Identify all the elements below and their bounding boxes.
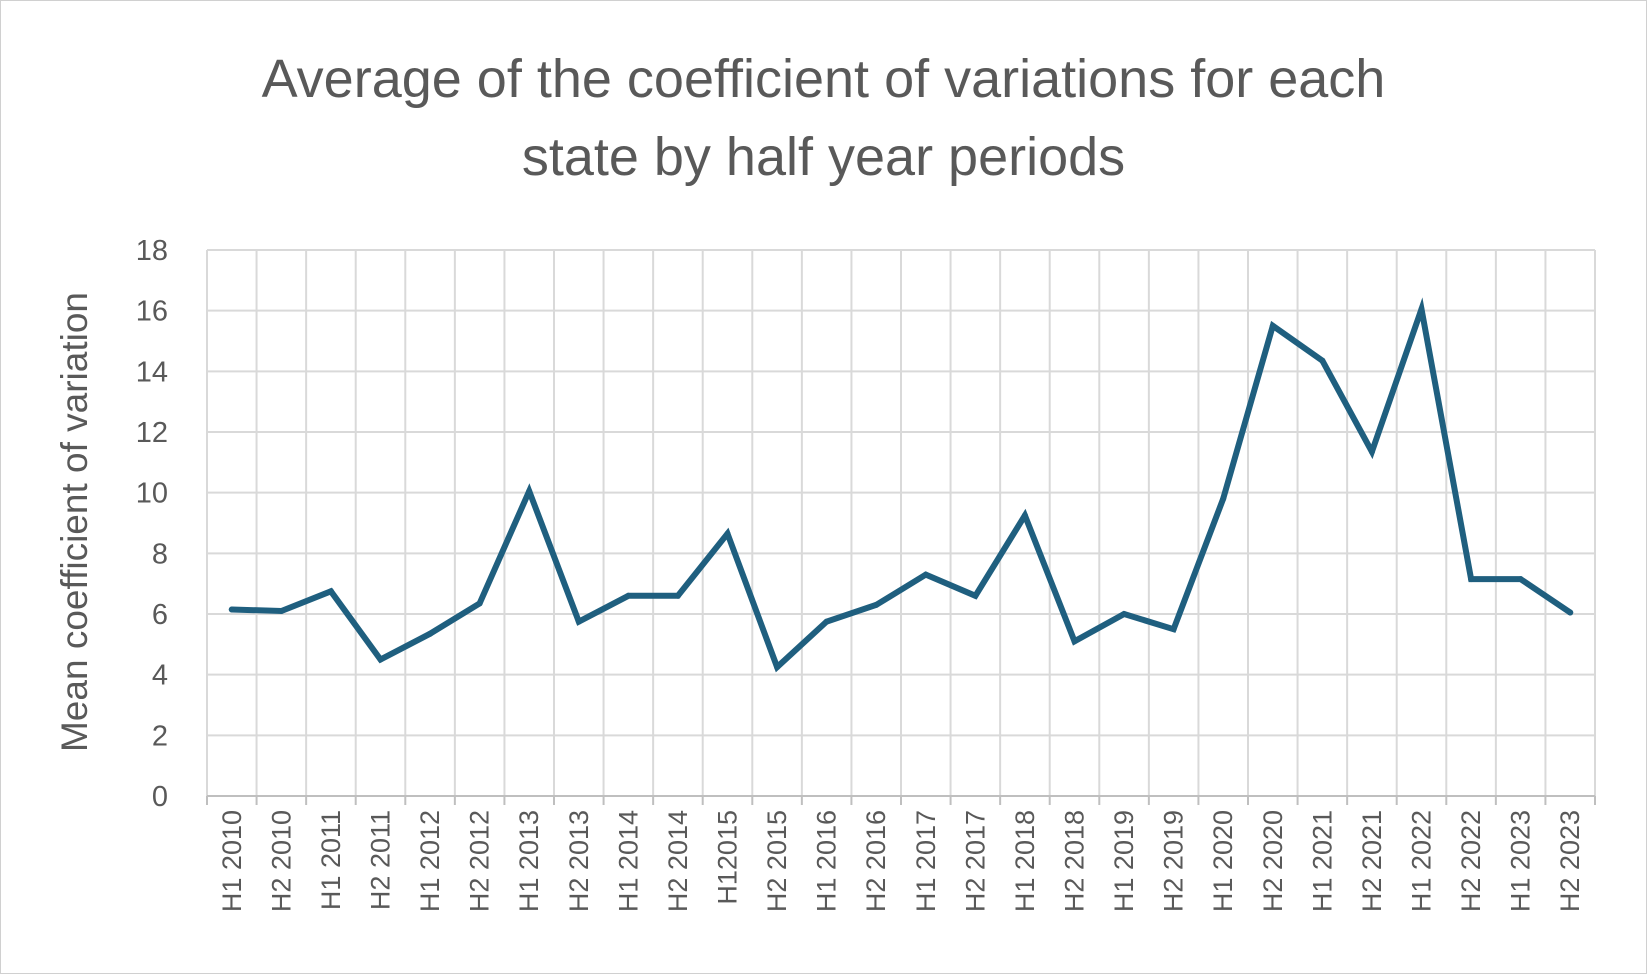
data-point-8 <box>625 592 632 599</box>
data-point-22 <box>1319 357 1326 364</box>
x-tick-label-26: H1 2023 <box>1506 810 1536 912</box>
y-axis-ticks: 0 2 4 6 8 10 12 14 16 18 <box>136 235 168 813</box>
y-tick-label-3: 6 <box>152 599 168 631</box>
data-point-12 <box>823 618 830 625</box>
data-point-27 <box>1567 609 1574 616</box>
data-point-11 <box>774 664 781 671</box>
data-point-10 <box>724 530 731 537</box>
x-tick-label-2: H1 2011 <box>316 810 346 910</box>
x-tick-label-16: H1 2018 <box>1010 810 1040 912</box>
data-point-19 <box>1170 626 1177 633</box>
x-tick-label-8: H1 2014 <box>613 810 643 912</box>
data-point-18 <box>1121 611 1128 617</box>
data-point-5 <box>476 600 483 607</box>
data-point-6 <box>526 488 533 495</box>
data-point-26 <box>1517 576 1524 583</box>
x-tick-label-18: H1 2019 <box>1109 810 1139 912</box>
x-tick-label-7: H2 2013 <box>564 810 594 912</box>
y-axis-label: Mean coefficient of variation <box>54 292 95 752</box>
data-point-20 <box>1220 495 1227 502</box>
data-point-25 <box>1468 576 1475 583</box>
y-tick-label-8: 16 <box>136 296 168 328</box>
x-tick-label-25: H2 2022 <box>1456 810 1486 912</box>
y-tick-label-4: 8 <box>152 538 168 570</box>
chart-title: Average of the coefficient of variations… <box>0 40 1647 196</box>
y-tick-label-6: 12 <box>136 417 168 449</box>
x-tick-label-0: H1 2010 <box>217 810 247 912</box>
y-tick-label-5: 10 <box>136 478 168 510</box>
x-tick-label-9: H2 2014 <box>663 810 693 912</box>
y-tick-label-7: 14 <box>136 356 168 388</box>
x-tick-label-5: H2 2012 <box>465 810 495 912</box>
x-tick-label-17: H2 2018 <box>1060 810 1090 912</box>
chart-title-line-1: Average of the coefficient of variations… <box>261 49 1386 109</box>
x-tick-label-10: H12015 <box>713 810 743 905</box>
chart-title-line-2: state by half year periods <box>521 127 1126 187</box>
x-tick-label-11: H2 2015 <box>762 810 792 912</box>
x-tick-label-13: H2 2016 <box>861 810 891 912</box>
series-group <box>228 297 1574 673</box>
data-point-24 <box>1418 306 1425 313</box>
data-point-14 <box>922 571 929 578</box>
y-tick-label-9: 18 <box>136 235 168 267</box>
x-tick-label-1: H2 2010 <box>266 810 296 912</box>
data-point-4 <box>427 630 434 637</box>
data-point-17 <box>1071 638 1078 645</box>
data-point-15 <box>972 592 979 599</box>
data-point-1 <box>278 607 285 614</box>
x-tick-label-12: H1 2016 <box>812 810 842 912</box>
data-point-0 <box>228 606 235 613</box>
x-tick-label-15: H2 2017 <box>960 810 990 912</box>
data-point-16 <box>1021 512 1028 519</box>
x-tick-label-22: H1 2021 <box>1307 810 1337 912</box>
y-tick-label-0: 0 <box>152 781 168 813</box>
data-point-21 <box>1269 322 1276 329</box>
x-tick-label-6: H1 2013 <box>514 810 544 912</box>
y-tick-label-2: 4 <box>152 660 168 692</box>
x-tick-label-21: H2 2020 <box>1258 810 1288 912</box>
x-tick-label-3: H2 2011 <box>366 810 396 910</box>
data-point-7 <box>575 618 582 625</box>
x-tick-label-4: H1 2012 <box>415 810 445 912</box>
data-point-13 <box>873 601 880 608</box>
x-tick-label-14: H1 2017 <box>911 810 941 912</box>
data-point-3 <box>377 656 384 663</box>
x-tick-label-27: H2 2023 <box>1555 810 1585 912</box>
series-line-0 <box>228 297 1574 673</box>
y-tick-label-1: 2 <box>152 720 168 752</box>
x-tick-label-20: H1 2020 <box>1208 810 1238 912</box>
data-point-23 <box>1368 448 1375 455</box>
grid-lines <box>206 249 1596 805</box>
data-point-9 <box>674 592 681 599</box>
x-tick-label-19: H2 2019 <box>1159 810 1189 912</box>
x-tick-label-24: H1 2022 <box>1407 810 1437 912</box>
data-point-2 <box>327 588 334 595</box>
x-tick-label-23: H2 2021 <box>1357 810 1387 912</box>
x-axis-ticks: H1 2010 H2 2010 H1 2011 H2 2011 H1 2012 H2 20… <box>217 810 1585 912</box>
